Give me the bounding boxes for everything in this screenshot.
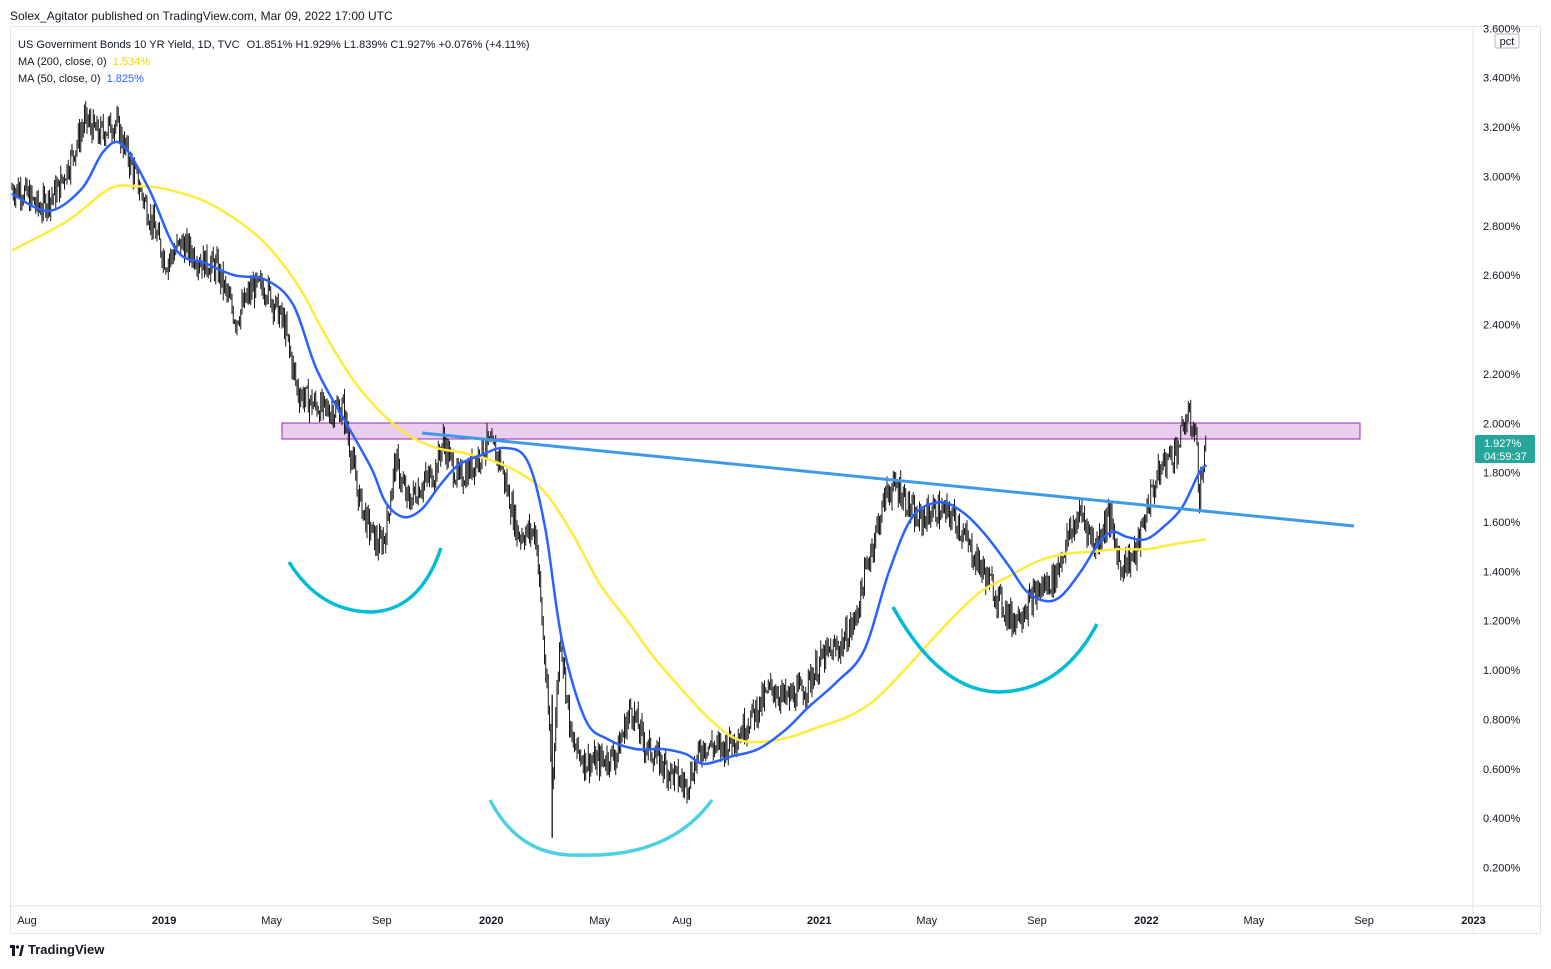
price-axis-tick: 3.400% [1483,73,1521,85]
price-axis-tick: 2.400% [1483,320,1521,332]
price-axis-tick: 0.600% [1483,764,1521,776]
price-axis-tick: 2.000% [1483,418,1521,430]
price-axis-tick: 3.000% [1483,171,1521,183]
time-axis-tick: 2020 [479,915,503,927]
resistance-zone[interactable] [281,422,1361,440]
time-axis-tick: 2019 [152,915,176,927]
price-axis-tick: 1.600% [1483,517,1521,529]
legend-ma200-value: 1.534% [112,56,151,68]
time-axis-tick: 2022 [1134,915,1158,927]
price-axis-tick: 0.200% [1483,863,1521,875]
unit-label-box[interactable] [1494,33,1520,49]
time-axis-tick: May [589,915,610,927]
price-axis-tick: 3.600% [1483,23,1521,35]
time-axis-tick: Sep [1354,915,1374,927]
time-axis-tick: Aug [17,915,37,927]
price-tag-value: 1.927% [1484,438,1522,450]
price-axis-tick: 0.800% [1483,714,1521,726]
arc-right-shoulder[interactable] [891,606,1099,694]
price-axis-tick: 3.200% [1483,122,1521,134]
legend: US Government Bonds 10 YR Yield, 1D, TVC… [18,37,530,88]
time-axis-tick: May [261,915,282,927]
arc-head[interactable] [488,798,714,857]
price-axis-tick: 0.400% [1483,813,1521,825]
ma200-line [11,184,1207,744]
time-axis-tick: Aug [672,915,692,927]
price-axis-tick: 1.200% [1483,616,1521,628]
time-axis-tick: May [916,915,937,927]
time-axis-tick: Sep [372,915,392,927]
arc-left-shoulder[interactable] [287,547,443,614]
tradingview-brand[interactable]: TradingView [10,942,104,957]
ma50-line [11,140,1208,766]
legend-symbol-row[interactable]: US Government Bonds 10 YR Yield, 1D, TVC… [18,37,530,54]
trendline[interactable] [421,431,1355,528]
price-axis-tick: 1.400% [1483,566,1521,578]
price-bars [11,101,1207,838]
time-axis-tick: 2021 [807,915,831,927]
legend-ma50-value: 1.825% [106,73,144,85]
price-axis-tick: 1.800% [1483,468,1521,480]
time-axis-tick: Sep [1027,915,1047,927]
tradingview-brand-text: TradingView [28,942,105,957]
price-tag [1475,435,1535,463]
time-axis-tick: May [1244,915,1265,927]
chart-frame[interactable] [10,26,1541,934]
price-axis[interactable]: 0.200% 0.400% 0.600% 0.800% 1.000% 1.200% 1.40… [1483,23,1521,874]
unit-label: pct [1500,36,1515,48]
price-axis-tick: 2.600% [1483,270,1521,282]
legend-ma200-row[interactable]: MA (200, close, 0) 1.534% [18,54,530,71]
price-axis-tick: 2.800% [1483,221,1521,233]
tradingview-logo-icon [10,944,24,956]
legend-ma50-label: MA (50, close, 0) [18,73,101,85]
price-axis-tick: 1.000% [1483,665,1521,677]
legend-ohlc: O1.851% H1.929% L1.839% C1.927% +0.076% … [246,39,530,51]
price-tag-countdown: 04:59:37 [1484,451,1527,463]
time-axis-tick: 2023 [1461,915,1485,927]
legend-symbol: US Government Bonds 10 YR Yield, 1D, TVC [18,39,240,51]
legend-ma200-label: MA (200, close, 0) [18,56,107,68]
time-axis[interactable]: Aug 2019 May Sep 2020 May Aug 2021 May Sep 2022 May… [17,915,1485,927]
legend-ma50-row[interactable]: MA (50, close, 0) 1.825% [18,71,530,88]
publisher-caption: Solex_Agitator published on TradingView.… [10,9,393,23]
price-axis-tick: 2.200% [1483,369,1521,381]
